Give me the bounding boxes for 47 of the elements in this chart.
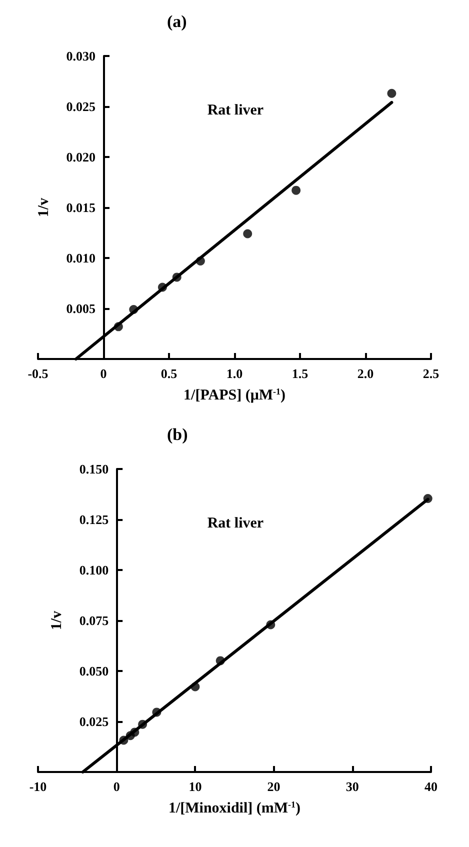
- x-tick-label: -10: [29, 779, 47, 794]
- point: [172, 272, 182, 282]
- point: [152, 708, 162, 717]
- y-tick-label: 0.005: [66, 301, 96, 316]
- point: [130, 728, 140, 737]
- x-tick-label: 0: [113, 779, 120, 794]
- chart-title: (a): [167, 12, 187, 31]
- point: [129, 305, 138, 314]
- point: [243, 229, 252, 238]
- point: [387, 88, 396, 98]
- point: [266, 620, 276, 630]
- y-tick-label: 0.075: [79, 613, 110, 628]
- x-tick-label: 0: [100, 366, 107, 381]
- y-tick-label: 0.150: [79, 462, 109, 476]
- x-tick-label: -0.5: [28, 366, 49, 381]
- y-tick-label: 0.020: [66, 150, 96, 164]
- point: [158, 282, 167, 292]
- x-tick-label: 2.5: [422, 366, 440, 381]
- y-tick-label: 0.025: [79, 714, 110, 729]
- y-tick-label: 0.025: [66, 99, 96, 114]
- x-tick-label: 40: [424, 779, 438, 794]
- point: [423, 494, 432, 503]
- x-tick-label: 10: [188, 779, 202, 794]
- y-tick-label: 0.030: [66, 48, 96, 64]
- point: [292, 186, 301, 195]
- y-tick-label: 0.050: [79, 664, 109, 678]
- chart-title: (b): [167, 425, 188, 444]
- x-tick-label: 1.0: [226, 366, 243, 381]
- x-tick-label: 1.5: [292, 366, 309, 381]
- annotation: Rat liver: [207, 102, 264, 118]
- point: [119, 736, 128, 745]
- y-tick-label: 0.010: [66, 250, 96, 266]
- point: [114, 322, 123, 332]
- y-axis-title: 1/v: [49, 610, 66, 630]
- point: [216, 656, 225, 666]
- y-axis-title: 1/v: [36, 197, 52, 218]
- point: [190, 682, 200, 692]
- y-tick-label: 0.100: [79, 562, 109, 578]
- y-tick-label: 0.125: [79, 512, 110, 527]
- point: [138, 720, 148, 729]
- x-tick-label: 2.0: [357, 366, 374, 381]
- x-tick-label: 20: [267, 779, 280, 794]
- y-tick-label: 0.015: [66, 200, 96, 215]
- x-tick-label: 0.5: [160, 366, 178, 381]
- annotation: Rat liver: [207, 516, 264, 532]
- point: [196, 256, 205, 266]
- x-tick-label: 30: [346, 779, 359, 794]
